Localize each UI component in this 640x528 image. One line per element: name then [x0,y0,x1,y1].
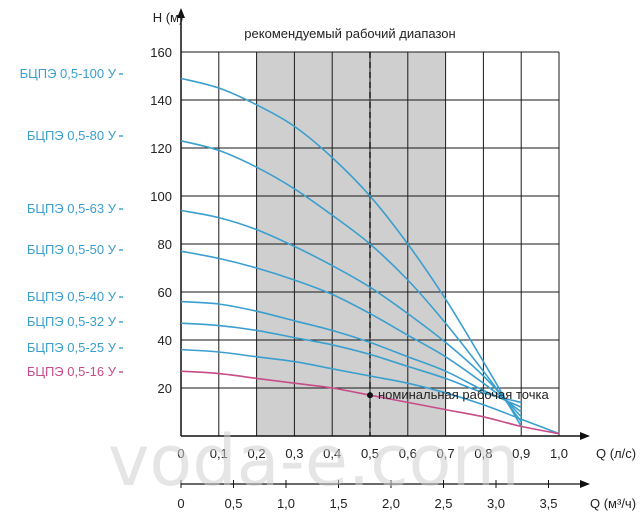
y-tick-label: 60 [158,285,172,300]
series-curve [180,322,522,404]
series-label: БЦПЭ 0,5-50 У [27,242,117,257]
series-label: БЦПЭ 0,5-40 У [27,289,117,304]
series-label: БЦПЭ 0,5-63 У [27,201,117,216]
watermark-text: voda-e.com [108,420,520,502]
x-tick-label: 0 [177,446,184,461]
x-tick-label: 0,4 [323,446,341,461]
series-curve [180,300,522,408]
x-tick-label: 0,6 [399,446,417,461]
x2-tick-label: 0 [177,496,184,511]
x2-tick-label: 3,0 [487,496,505,511]
x-axis-title: Q (л/с) [596,446,636,461]
label-layer: БЦПЭ 0,5-100 У БЦПЭ 0,5-80 У БЦПЭ 0,5-63 У… [20,10,637,511]
x2-axis-title: Q (м³/ч) [590,496,636,511]
x2-tick-label: 0,5 [224,496,242,511]
x2-tick-label: 2,0 [382,496,400,511]
x-tick-label: 0,9 [512,446,530,461]
x2-axis-arrow [580,480,590,488]
series-label: БЦПЭ 0,5-100 У [20,66,117,81]
grid-layer [177,8,590,488]
nominal-point-label: номинальная рабочая точка [378,387,549,402]
series-curve [180,348,560,435]
series-curve [180,140,522,423]
x-axis-arrow [580,432,590,440]
y-tick-label: 120 [150,141,172,156]
x-tick-label: 0,8 [474,446,492,461]
y-tick-label: 100 [150,189,172,204]
series-label: БЦПЭ 0,5-32 У [27,314,117,329]
series-curve [180,250,522,413]
series-label: БЦПЭ 0,5-16 У [27,364,117,379]
y-tick-label: 80 [158,237,172,252]
y-tick-label: 20 [158,381,172,396]
series-label: БЦПЭ 0,5-25 У [27,340,117,355]
x-tick-label: 0,5 [361,446,379,461]
series-curve [180,77,522,427]
series-layer [180,77,560,435]
nominal-point-dot [367,392,373,399]
x-tick-label: 0,1 [210,446,228,461]
chart-title: рекомендуемый рабочий диапазон [244,26,455,41]
x2-tick-label: 2,5 [434,496,452,511]
x2-tick-label: 3,5 [539,496,557,511]
x2-tick-label: 1,0 [277,496,295,511]
y-tick-label: 140 [150,93,172,108]
y-axis-arrow [177,8,185,18]
x-tick-label: 0,3 [285,446,303,461]
x-tick-label: 0,2 [248,446,266,461]
x-tick-label: 0,7 [437,446,455,461]
x-tick-label: 1,0 [550,446,568,461]
y-tick-label: 40 [158,333,172,348]
y-tick-label: 160 [150,45,172,60]
x2-tick-label: 1,5 [329,496,347,511]
y-axis-title: H (м) [153,10,184,25]
series-label: БЦПЭ 0,5-80 У [27,128,117,143]
series-curve [180,209,522,418]
